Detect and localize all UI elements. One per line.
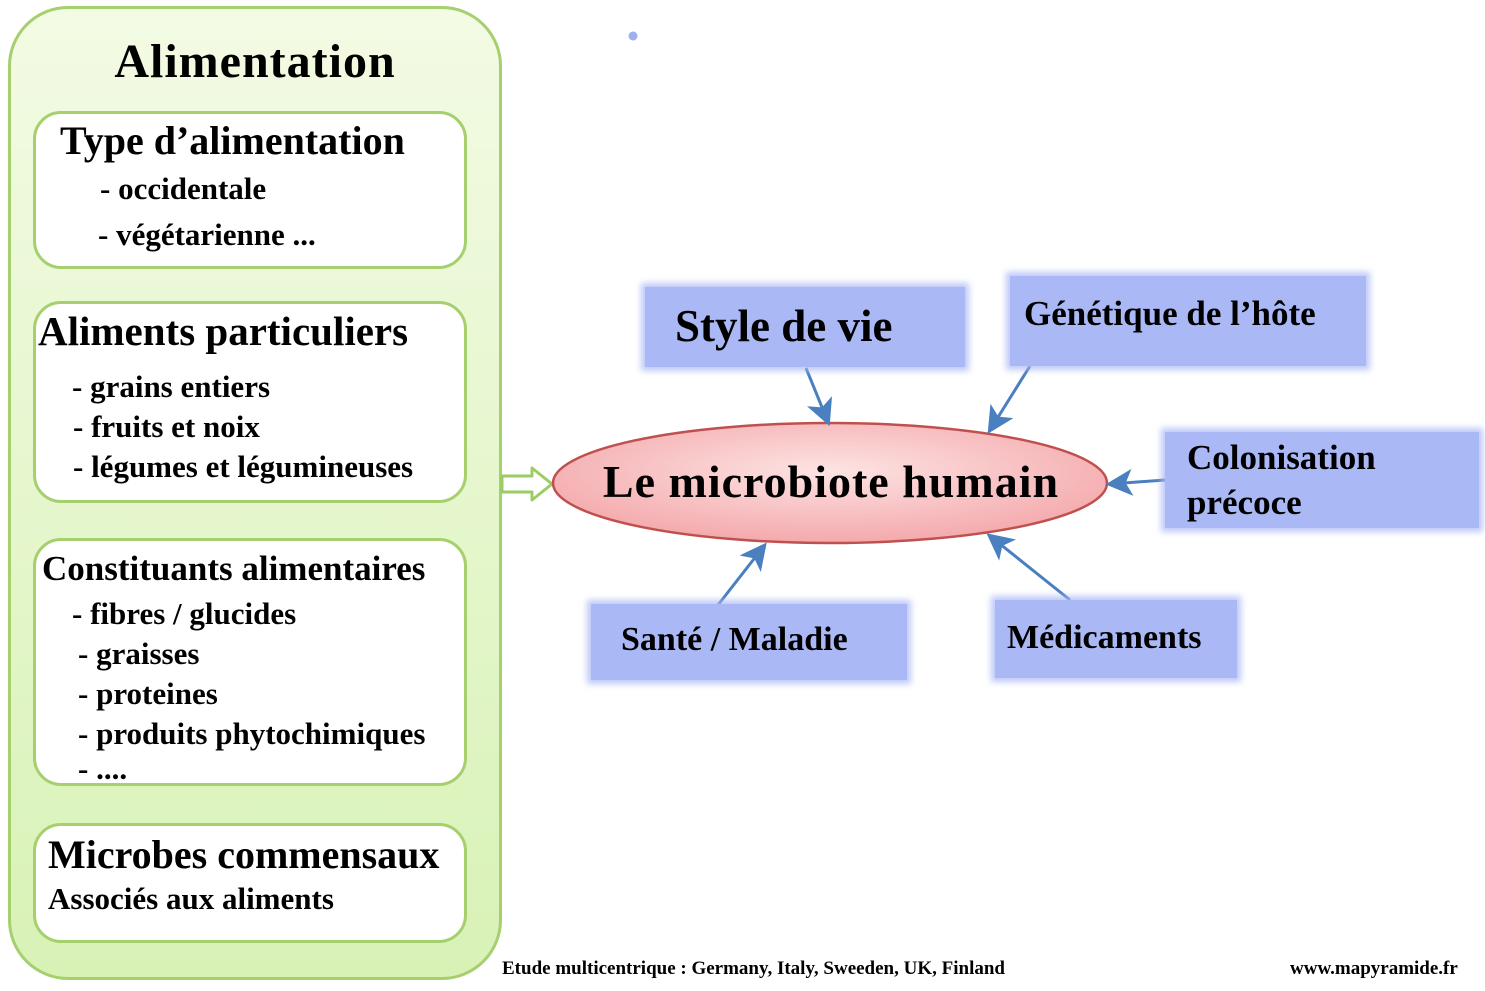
box-heading: Type d’alimentation [60, 118, 405, 163]
box-item: - légumes et légumineuses [73, 449, 414, 484]
factor-label: Médicaments [1007, 619, 1202, 656]
arrow-genetique [987, 365, 1032, 434]
decorative-dot [628, 31, 638, 41]
factor-label: Santé / Maladie [621, 621, 848, 658]
box-heading: Microbes commensaux [48, 832, 440, 877]
factor-label: Génétique de l’hôte [1024, 294, 1316, 333]
box-microbes-commensaux: Microbes commensaux Associés aux aliment… [33, 823, 467, 943]
factor-style-de-vie: Style de vie [645, 287, 965, 367]
box-item: - végétarienne ... [98, 217, 316, 252]
factor-label-line2: précoce [1187, 483, 1302, 522]
footer-study: Etude multicentrique : Germany, Italy, S… [502, 958, 1005, 979]
alimentation-title: Alimentation [114, 35, 396, 88]
factor-sante-maladie: Santé / Maladie [591, 604, 907, 680]
box-heading: Constituants alimentaires [42, 549, 426, 588]
factor-label-line1: Colonisation [1187, 438, 1376, 477]
arrow-sante [716, 542, 767, 606]
factor-label: Style de vie [675, 301, 893, 351]
box-item: - graisses [78, 636, 200, 671]
arrow-colonisation [1105, 468, 1166, 496]
factor-medicaments: Médicaments [995, 600, 1237, 678]
box-item: - fibres / glucides [72, 596, 297, 631]
box-item: - proteines [78, 676, 218, 711]
microbiote-label: Le microbiote humain [602, 456, 1060, 507]
box-constituants-alimentaires: Constituants alimentaires - fibres / glu… [33, 538, 467, 786]
factor-genetique: Génétique de l’hôte [1010, 276, 1366, 366]
box-item: - occidentale [100, 171, 267, 206]
arrow-medicaments [986, 533, 1071, 602]
box-type-alimentation: Type d’alimentation - occidentale - végé… [33, 111, 467, 269]
factor-colonisation: Colonisation précoce [1165, 432, 1479, 528]
box-item: - .... [78, 751, 128, 786]
box-item: - grains entiers [72, 369, 271, 404]
box-item: - produits phytochimiques [78, 716, 426, 751]
box-item: Associés aux aliments [48, 881, 334, 916]
footer-website[interactable]: www.mapyramide.fr [1290, 958, 1458, 979]
box-item: - fruits et noix [73, 409, 260, 444]
box-aliments-particuliers: Aliments particuliers - grains entiers -… [33, 301, 467, 503]
arrow-style-de-vie [804, 367, 833, 427]
box-heading: Aliments particuliers [38, 308, 409, 354]
alimentation-arrow [500, 466, 554, 502]
